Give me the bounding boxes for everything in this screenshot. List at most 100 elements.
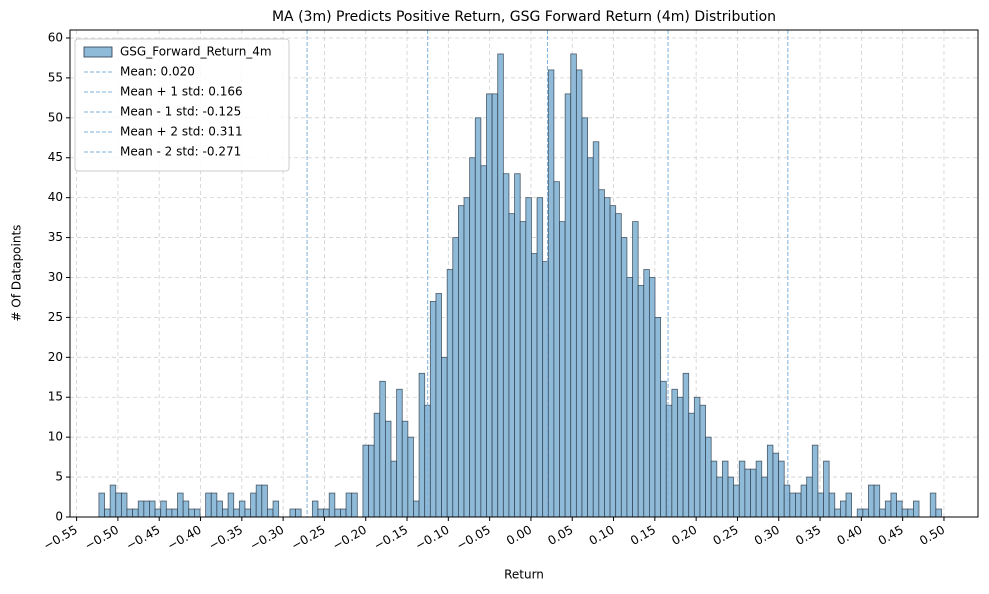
x-tick-label: −0.15 <box>371 523 410 554</box>
bar <box>508 213 515 518</box>
bar <box>789 492 796 518</box>
bar <box>120 492 128 518</box>
x-axis-label: Return <box>504 568 544 582</box>
bar <box>323 508 330 518</box>
y-tick-label: 25 <box>48 310 63 324</box>
y-tick-label: 60 <box>48 30 63 44</box>
bar <box>800 484 808 518</box>
bar <box>334 508 341 518</box>
bar <box>222 508 229 518</box>
bar <box>823 460 830 518</box>
bar <box>188 508 195 518</box>
y-axis-label: # Of Datapoints <box>10 225 24 322</box>
bar <box>149 500 156 518</box>
bar <box>648 277 656 518</box>
bar <box>429 301 437 518</box>
bar <box>705 436 712 518</box>
y-tick-label: 10 <box>48 430 63 444</box>
legend-box <box>74 38 290 172</box>
x-tick-label: 0.15 <box>628 523 658 548</box>
bar <box>171 508 178 518</box>
x-tick-label: 0.20 <box>669 523 699 548</box>
bar <box>828 492 836 518</box>
bar <box>609 205 617 518</box>
x-tick-label: 0.25 <box>711 523 741 548</box>
bar <box>581 117 589 518</box>
bar <box>693 396 701 518</box>
bar <box>143 500 150 518</box>
bar <box>194 508 201 518</box>
y-tick-label: 30 <box>48 270 63 284</box>
bar <box>272 500 280 518</box>
y-tick-label: 15 <box>48 390 63 404</box>
bar <box>901 508 909 518</box>
bar <box>267 508 274 518</box>
bar <box>289 508 296 518</box>
x-tick-label: −0.20 <box>330 523 369 554</box>
bar <box>795 492 802 518</box>
bar <box>682 372 690 518</box>
bar <box>677 396 684 518</box>
bar <box>441 356 448 518</box>
bar <box>132 508 139 518</box>
bar <box>755 460 763 518</box>
bar <box>890 492 897 518</box>
bar <box>884 500 892 518</box>
bar <box>109 484 117 518</box>
legend-label: GSG_Forward_Return_4m <box>120 45 272 59</box>
bar <box>632 221 639 518</box>
bar <box>210 492 218 518</box>
bar <box>362 444 369 518</box>
x-tick-label: −0.40 <box>165 523 204 554</box>
x-tick-label: 0.10 <box>587 523 617 548</box>
x-tick-label: 0.30 <box>752 523 782 548</box>
bar <box>879 508 886 518</box>
bar <box>626 277 633 518</box>
bar <box>778 460 785 518</box>
x-tick-label: −0.30 <box>248 523 287 554</box>
x-tick-label: −0.35 <box>206 523 245 554</box>
bar <box>564 93 572 518</box>
bar <box>761 476 768 518</box>
legend-label: Mean: 0.020 <box>120 65 195 79</box>
bar <box>502 173 510 518</box>
bar <box>463 197 471 518</box>
bar <box>587 157 594 518</box>
bar <box>722 460 729 518</box>
bar <box>750 468 757 518</box>
x-tick-label: −0.10 <box>413 523 452 554</box>
bar <box>205 492 212 518</box>
bar <box>811 444 819 518</box>
bar <box>896 500 903 518</box>
bar <box>295 508 302 518</box>
bar <box>340 508 347 518</box>
bar <box>654 317 662 518</box>
y-tick-label: 45 <box>48 150 63 164</box>
bar <box>497 53 504 518</box>
bar <box>531 253 538 518</box>
bar <box>104 508 111 518</box>
bar <box>379 380 386 518</box>
chart-title: MA (3m) Predicts Positive Return, GSG Fo… <box>272 9 776 25</box>
bar <box>98 492 105 518</box>
legend-label: Mean + 1 std: 0.166 <box>120 85 243 99</box>
bar <box>839 500 847 518</box>
legend-label: Mean + 2 std: 0.311 <box>120 125 243 139</box>
y-tick-label: 0 <box>55 510 63 524</box>
bar <box>542 261 549 518</box>
bar <box>710 460 718 518</box>
bar <box>519 221 527 518</box>
x-tick-label: −0.05 <box>454 523 493 554</box>
bar <box>615 213 622 518</box>
bar <box>772 452 779 518</box>
legend-label: Mean - 2 std: -0.271 <box>120 145 241 159</box>
bar <box>536 197 544 518</box>
bar <box>255 484 263 518</box>
bar <box>570 53 577 518</box>
bar <box>452 237 459 518</box>
x-tick-label: −0.55 <box>41 523 80 554</box>
bar <box>227 492 235 518</box>
bar <box>834 508 841 518</box>
bar <box>806 476 813 518</box>
